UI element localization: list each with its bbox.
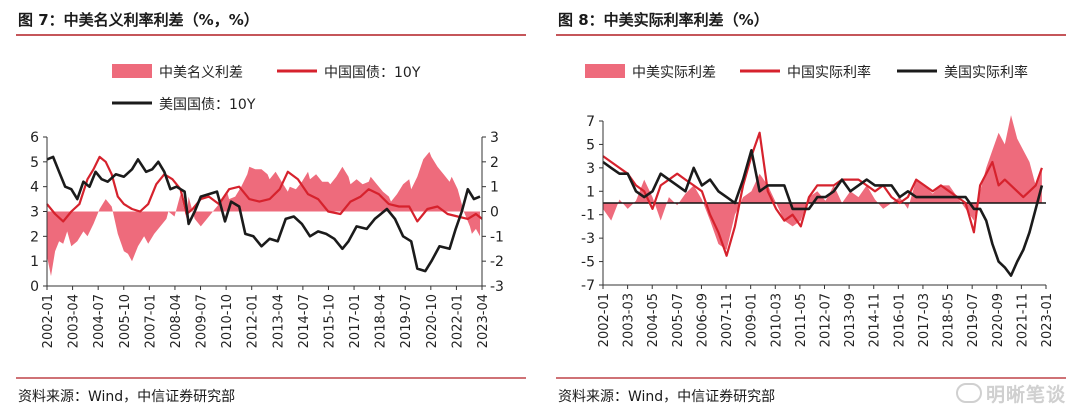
x-tick-label: 2021-11 xyxy=(1015,293,1030,347)
y-tick-label: 4 xyxy=(30,180,39,196)
y-tick-label: 1 xyxy=(30,254,39,270)
legend-label: 美国国债：10Y xyxy=(159,97,256,113)
y-tick-label: 3 xyxy=(586,161,595,177)
figure-title: 图 7：中美名义利率利差（%，%） xyxy=(18,11,259,29)
x-tick-label: 2002-01 xyxy=(41,294,56,348)
y-tick-label: 1 xyxy=(586,184,595,200)
source-note: 资料来源：Wind，中信证券研究部 xyxy=(558,389,776,405)
x-tick-label: 2020-09 xyxy=(991,293,1006,347)
x-tick-label: 2014-11 xyxy=(868,293,883,347)
y-tick-label: 0 xyxy=(30,279,39,295)
x-tick-label: 2004-05 xyxy=(646,293,661,347)
y2-tick-label: -1 xyxy=(490,229,504,245)
x-tick-label: 2005-07 xyxy=(671,293,686,347)
x-tick-label: 2023-01 xyxy=(1040,293,1055,347)
x-tick-label: 2019-07 xyxy=(399,294,414,348)
x-tick-label: 2008-04 xyxy=(169,294,184,348)
legend-label: 中国国债：10Y xyxy=(324,65,421,81)
x-tick-label: 2020-10 xyxy=(425,294,440,348)
series-line xyxy=(602,131,1043,257)
x-tick-label: 2002-01 xyxy=(597,293,612,347)
y2-tick-label: 1 xyxy=(490,180,499,196)
x-tick-label: 2012-07 xyxy=(819,293,834,347)
source-note: 资料来源：Wind，中信证券研究部 xyxy=(18,389,236,405)
y2-tick-label: 3 xyxy=(490,130,499,146)
legend-label: 中美名义利差 xyxy=(159,65,243,81)
x-tick-label: 2007-11 xyxy=(720,293,735,347)
y-tick-label: -7 xyxy=(581,278,595,294)
x-tick-label: 2006-09 xyxy=(695,293,710,347)
series-line xyxy=(46,155,483,223)
x-tick-label: 2018-05 xyxy=(942,293,957,347)
y-tick-label: -5 xyxy=(581,255,595,271)
legend-label: 中美实际利差 xyxy=(632,65,716,81)
y-tick-label: 6 xyxy=(30,130,39,146)
y-tick-label: 7 xyxy=(586,114,595,130)
y2-tick-label: -2 xyxy=(490,254,504,270)
x-tick-label: 2010-03 xyxy=(769,293,784,347)
figure-title: 图 8：中美实际利率利差（%） xyxy=(558,11,769,29)
y2-tick-label: 0 xyxy=(490,205,499,221)
y2-tick-label: 2 xyxy=(490,155,499,171)
x-tick-label: 2009-01 xyxy=(745,293,760,347)
x-tick-label: 2016-01 xyxy=(892,293,907,347)
x-tick-label: 2017-03 xyxy=(917,293,932,347)
x-tick-label: 2005-10 xyxy=(118,294,133,348)
series-area xyxy=(603,115,1042,250)
legend-swatch-area xyxy=(112,64,152,78)
y2-tick-label: -3 xyxy=(490,279,504,295)
series-area xyxy=(47,151,480,277)
x-tick-label: 2017-01 xyxy=(348,294,363,348)
x-tick-label: 2019-07 xyxy=(966,293,981,347)
legend-label: 中国实际利率 xyxy=(787,64,871,81)
x-tick-label: 2011-05 xyxy=(794,293,809,347)
nominal-spread-chart: 中美名义利差 中国国债：10Y美国国债：10Y65432103210-1-2-32… xyxy=(16,34,526,379)
x-tick-label: 2013-09 xyxy=(843,293,858,347)
watermark: 明晰笔谈 xyxy=(955,380,1066,407)
figure-7-panel: 图 7：中美名义利率利差（%，%） 中美名义利差 中国国债：10Y 美国国债：10Y… xyxy=(16,11,526,405)
watermark-text: 明晰笔谈 xyxy=(985,384,1066,406)
y-tick-label: -1 xyxy=(581,208,595,224)
figure-8-panel: 图 8：中美实际利率利差（%） 中美实际利差 中国实际利率 美国实际利率 7 5 3 1 -1… xyxy=(540,0,1080,419)
y-tick-label: -3 xyxy=(581,231,595,247)
x-tick-label: 2010-10 xyxy=(220,294,235,348)
x-tick-label: 2003-03 xyxy=(622,293,637,347)
y-tick-label: 2 xyxy=(30,229,39,245)
wechat-icon xyxy=(955,383,982,403)
x-tick-label: 2009-07 xyxy=(195,294,210,348)
x-tick-label: 2015-10 xyxy=(322,294,337,348)
series-line xyxy=(602,149,1044,277)
x-tick-label: 2013-04 xyxy=(271,294,286,348)
x-tick-label: 2023-04 xyxy=(476,294,491,348)
x-tick-label: 2012-01 xyxy=(246,294,261,348)
x-tick-label: 2003-04 xyxy=(67,294,82,348)
y-tick-label: 3 xyxy=(30,205,39,221)
series-line xyxy=(46,155,481,273)
x-tick-label: 2004-07 xyxy=(92,294,107,348)
x-tick-label: 2018-04 xyxy=(374,294,389,348)
y-tick-label: 5 xyxy=(586,137,595,153)
y-tick-label: 5 xyxy=(30,155,39,171)
x-tick-label: 2014-07 xyxy=(297,294,312,348)
legend-label: 美国实际利率 xyxy=(944,64,1028,81)
legend-swatch-area xyxy=(585,64,625,78)
x-tick-label: 2022-01 xyxy=(450,294,465,348)
x-tick-label: 2007-01 xyxy=(143,294,158,348)
